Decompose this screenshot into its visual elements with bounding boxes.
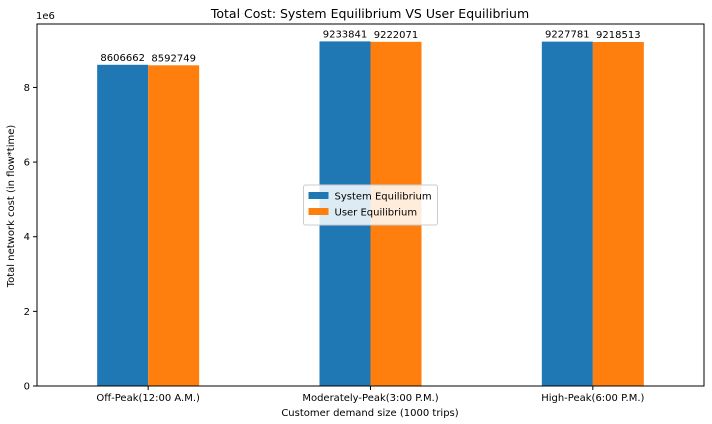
x-tick-label: Moderately-Peak(3:00 P.M.): [302, 393, 438, 404]
legend: System Equilibrium User Equilibrium: [303, 184, 438, 226]
legend-swatch: [308, 208, 329, 215]
bar-user-equilibrium: [592, 41, 644, 386]
legend-swatch: [308, 192, 329, 199]
legend-label: User Equilibrium: [335, 208, 418, 219]
y-tick-label: 6: [24, 158, 30, 169]
value-labels-group: 8606662 8592749 9233841 9222071 9227781 92185…: [100, 29, 640, 64]
bar-system-equilibrium: [541, 41, 593, 387]
bar-value-label: 8592749: [151, 53, 196, 64]
bar-value-label: 9233841: [323, 29, 368, 40]
y-tick-label: 8: [24, 83, 30, 94]
x-tick-label: High-Peak(6:00 P.M.): [541, 393, 644, 404]
legend-label: System Equilibrium: [335, 192, 432, 203]
y-scale-label: 1e6: [36, 11, 55, 22]
y-tick-label: 4: [24, 232, 30, 243]
bar-value-label: 9222071: [374, 30, 419, 41]
y-axis-label: Total network cost (in flow*time): [6, 125, 17, 289]
chart-title: Total Cost: System Equilibrium VS User E…: [210, 6, 529, 21]
bar-value-label: 9227781: [545, 30, 590, 41]
bar-value-label: 9218513: [596, 30, 641, 41]
bar-system-equilibrium: [97, 64, 149, 387]
y-tick-label: 2: [24, 307, 30, 318]
bars-group: [97, 41, 644, 387]
x-tick-label: Off-Peak(12:00 A.M.): [96, 393, 200, 404]
legend-box: [303, 184, 438, 226]
bar-user-equilibrium: [148, 65, 200, 387]
bar-value-label: 8606662: [100, 53, 145, 64]
y-tick-label: 0: [24, 382, 30, 393]
plot-frame: [36, 23, 705, 387]
x-axis-label: Customer demand size (1000 trips): [281, 408, 458, 419]
axes-group: Off-Peak(12:00 A.M.) Moderately-Peak(3:00…: [24, 23, 705, 404]
